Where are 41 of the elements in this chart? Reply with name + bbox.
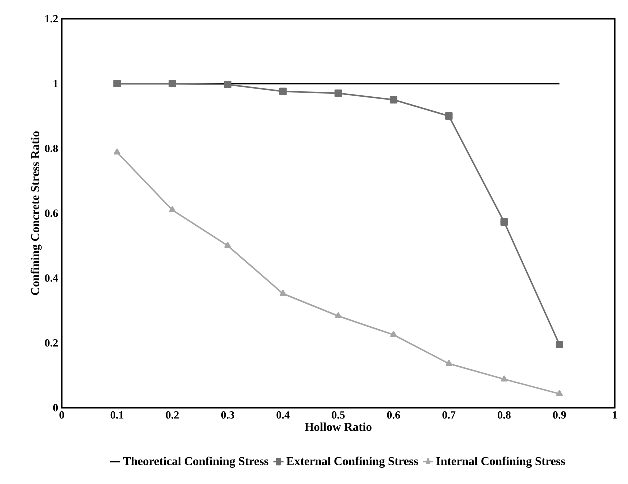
x-tick-label: 0.8: [498, 412, 511, 419]
point: [168, 80, 176, 88]
x-tick-label: 0: [60, 412, 64, 419]
x-tick-label: 0.4: [276, 412, 290, 419]
point: [501, 376, 508, 382]
x-tick-label: 0.2: [166, 412, 179, 419]
point: [335, 312, 342, 318]
x-tick-label: 1: [613, 412, 618, 419]
point: [390, 331, 398, 338]
y-tick-label: 0.8: [45, 144, 58, 152]
point: [556, 341, 564, 349]
x-tick-label: 0.9: [553, 412, 566, 419]
x-axis-title: Hollow Ratio: [305, 422, 372, 432]
point: [169, 206, 176, 212]
x-tick-label: 0.5: [332, 412, 345, 419]
y-tick-label: 1.2: [46, 15, 58, 23]
point: [556, 390, 564, 396]
legend-label: Internal Confining Stress: [436, 456, 566, 468]
x-tick-label: 0.3: [221, 412, 234, 419]
point: [224, 242, 232, 248]
point: [390, 96, 398, 104]
point: [446, 360, 452, 366]
point: [224, 81, 232, 89]
point: [445, 112, 453, 120]
point: [280, 290, 287, 296]
point: [334, 90, 342, 98]
x-tick-label: 0.1: [110, 412, 124, 419]
point: [279, 88, 287, 96]
legend-label: Theoretical Confining Stress: [123, 456, 269, 468]
point: [114, 148, 121, 155]
legend-label: External Confining Stress: [286, 456, 418, 468]
x-tick-label: 0.6: [387, 412, 400, 419]
y-axis-title: Confining Concrete Stress Ratio: [30, 132, 42, 296]
y-tick-label: 0.2: [45, 339, 58, 347]
point: [500, 218, 508, 226]
y-tick-label: 0: [53, 404, 58, 412]
x-tick-label: 0.7: [442, 412, 456, 419]
y-tick-label: 0.6: [45, 210, 58, 218]
point: [114, 80, 122, 88]
y-tick-label: 1: [54, 80, 58, 88]
y-tick-label: 0.4: [45, 274, 58, 282]
